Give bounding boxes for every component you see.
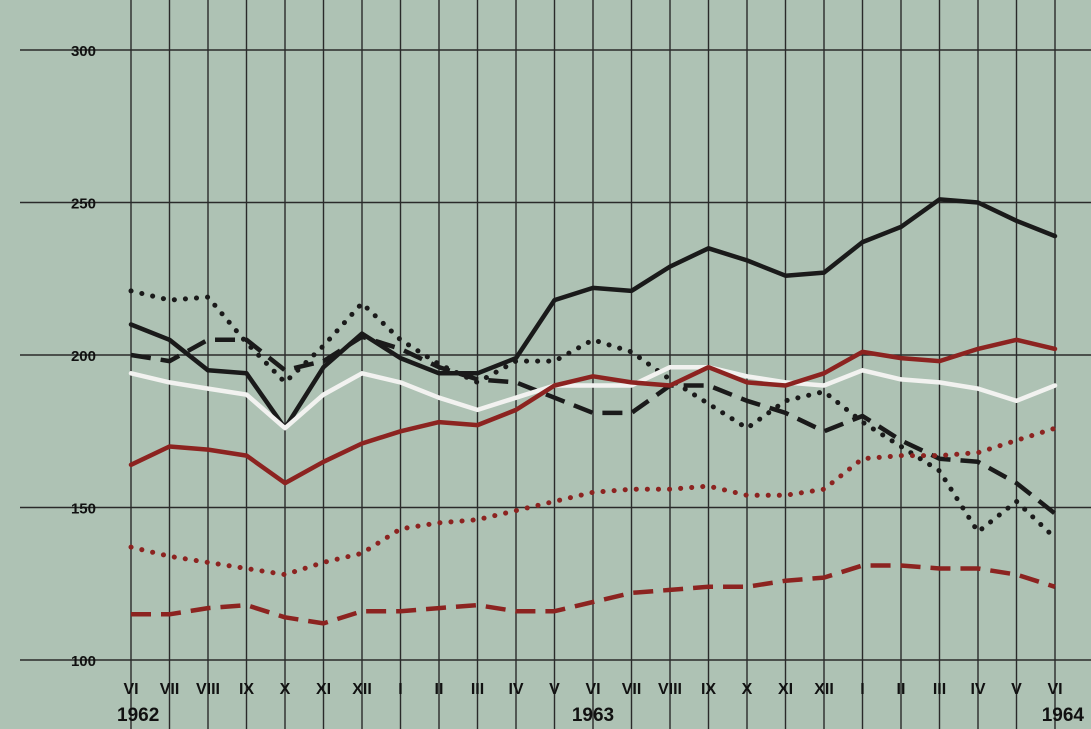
x-tick-label: IX <box>701 681 716 698</box>
y-tick-label: 200 <box>71 348 96 365</box>
x-tick-label: I <box>860 681 864 698</box>
x-tick-label: VII <box>622 681 642 698</box>
x-tick-label: I <box>398 681 402 698</box>
x-tick-label: VI <box>123 681 138 698</box>
x-tick-label: XII <box>814 681 834 698</box>
x-tick-label: XI <box>778 681 793 698</box>
x-tick-label: III <box>471 681 484 698</box>
x-tick-label: XII <box>352 681 372 698</box>
x-tick-label: VIII <box>196 681 220 698</box>
year-label: 1963 <box>572 705 614 726</box>
grid <box>20 0 1091 729</box>
y-axis: 100 150 200 250 300 <box>71 43 96 670</box>
x-tick-label: III <box>933 681 946 698</box>
x-tick-label: X <box>742 681 753 698</box>
x-tick-label: IX <box>239 681 254 698</box>
x-tick-label: IV <box>970 681 985 698</box>
series-line-4 <box>128 364 1058 431</box>
series-line-5 <box>128 337 1058 486</box>
year-label: 1964 <box>1042 705 1085 726</box>
x-tick-label: VII <box>160 681 180 698</box>
x-tick-label: XI <box>316 681 331 698</box>
series-group <box>128 197 1058 626</box>
x-tick-label: VIII <box>658 681 682 698</box>
series-line-6 <box>128 425 1058 578</box>
x-tick-label: X <box>280 681 291 698</box>
series-line-7 <box>131 563 1056 626</box>
x-tick-label: VI <box>1047 681 1062 698</box>
y-tick-label: 100 <box>71 653 96 670</box>
y-tick-label: 150 <box>71 501 96 518</box>
x-tick-label: VI <box>585 681 600 698</box>
y-tick-label: 300 <box>71 43 96 60</box>
x-tick-label: II <box>897 681 906 698</box>
series-line-3 <box>128 288 1058 541</box>
x-tick-label: V <box>1011 681 1022 698</box>
y-tick-label: 250 <box>71 196 96 213</box>
year-label: 1962 <box>117 705 159 726</box>
x-tick-label: II <box>435 681 444 698</box>
x-axis: VI VII VIII IX X XI XII I II III IV V VI VII VIII IX X XI… <box>117 681 1084 726</box>
x-tick-label: IV <box>508 681 523 698</box>
x-tick-label: V <box>549 681 560 698</box>
